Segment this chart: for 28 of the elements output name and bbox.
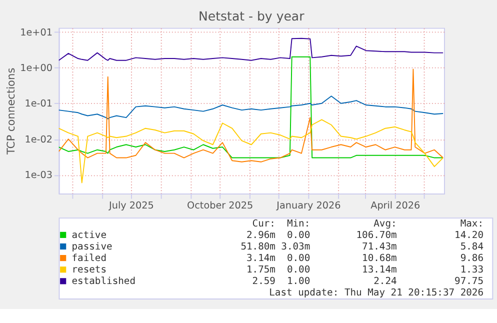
legend-label: passive <box>72 241 113 252</box>
line-series <box>58 68 444 162</box>
y-tick-label: 1e-03 <box>24 170 52 182</box>
legend-label: resets <box>72 264 107 276</box>
y-tick-label: 1e+01 <box>20 27 52 38</box>
x-tick-label: January 2026 <box>276 200 341 212</box>
text: 51.80m 3.03m 71.43m 5.84 <box>240 241 484 252</box>
y-tick-label: 1e-02 <box>24 134 52 146</box>
chart-title: Netstat - by year <box>198 8 306 24</box>
text: 2.59 1.00 2.24 97.75 <box>252 276 484 288</box>
text: Last update: Thu May 21 20:15:37 2026 <box>269 288 484 299</box>
line-series <box>58 96 444 120</box>
text: 3.14m 0.00 10.68m 9.86 <box>246 252 484 264</box>
legend-label: failed <box>72 252 107 264</box>
legend-label: active <box>72 230 107 241</box>
text: Cur: Min: Avg: Max: <box>252 218 484 230</box>
line-series <box>58 56 444 158</box>
x-tick-label: April 2026 <box>370 200 420 212</box>
y-axis-title: TCP connections <box>5 68 18 156</box>
line-series <box>58 38 444 61</box>
y-tick-label: 1e+00 <box>20 63 52 74</box>
legend-label: established <box>72 276 136 288</box>
text: 1.75m 0.00 13.14m 1.33 <box>246 264 484 276</box>
x-tick-label: October 2025 <box>187 200 254 212</box>
x-tick-label: July 2025 <box>108 200 154 212</box>
text: 2.96m 0.00 106.70m 14.20 <box>246 230 484 241</box>
y-tick-label: 1e-01 <box>24 98 52 110</box>
line-series <box>58 119 444 184</box>
